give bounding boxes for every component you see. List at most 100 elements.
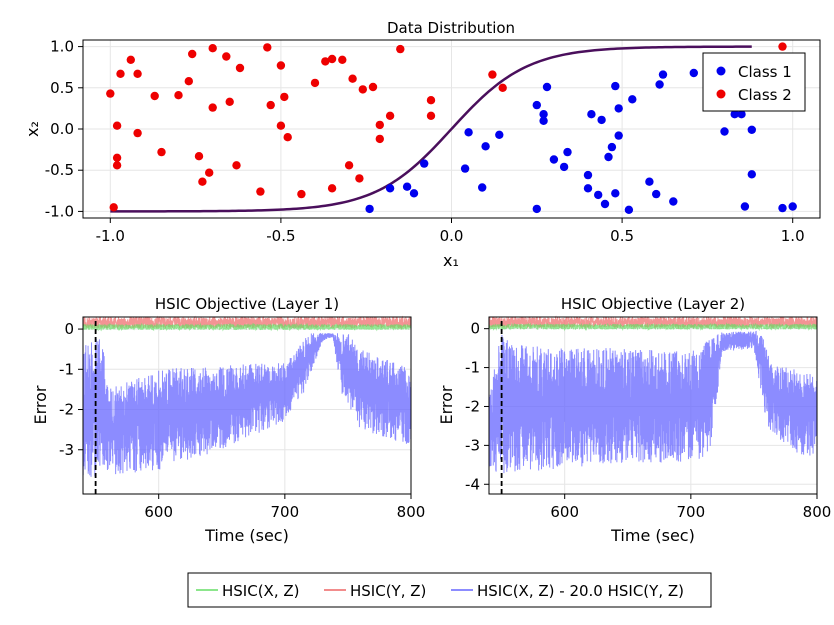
class-2-point (188, 49, 197, 59)
class-1-point (655, 80, 664, 89)
l2-x-tick-label: 600 (550, 503, 579, 521)
layer-2-panel: HSIC Objective (Layer 2) 600 700 800 0 -1 -2… (437, 295, 831, 545)
scatter-y-label: x₂ (23, 121, 42, 137)
class-1-point (583, 170, 593, 180)
class-2-point (198, 177, 207, 186)
class-1-point (539, 116, 548, 126)
scatter-y-tick-label: 0.0 (50, 120, 74, 138)
l1-y-tick-label: -1 (59, 360, 74, 378)
scatter-x-label: x₁ (443, 251, 459, 270)
class-1-point (614, 131, 623, 140)
class-1-point (788, 202, 797, 211)
class-1-point (730, 110, 739, 119)
class-1-point (583, 184, 593, 193)
class-2-point (263, 43, 272, 52)
class-2-point (280, 92, 289, 102)
legend-class-1-marker (716, 66, 726, 76)
class-2-point (338, 55, 347, 64)
class-2-points (106, 42, 787, 212)
scatter-y-ticks: 1.0 0.5 0.0 -0.5 -1.0 (45, 38, 83, 220)
legend-class-1-label: Class 1 (738, 63, 792, 81)
scatter-y-tick-label: -0.5 (45, 161, 74, 179)
class-2-point (112, 161, 122, 170)
l2-y-tick-label: 0 (470, 320, 480, 338)
scatter-y-tick-label: 1.0 (50, 38, 74, 56)
class-2-point (126, 55, 135, 64)
layer-1-x-ticks: 600 700 800 (144, 494, 425, 521)
class-2-point (150, 91, 159, 101)
class-1-point (365, 204, 374, 214)
layer-1-hsic-xz-line (82, 322, 412, 332)
class-2-point (385, 111, 395, 121)
class-2-point (327, 184, 337, 193)
class-2-point (266, 100, 275, 110)
layer-2-x-ticks: 600 700 800 (550, 494, 831, 521)
class-1-point (614, 104, 623, 113)
class-2-point (498, 83, 507, 93)
class-2-point (109, 203, 118, 212)
class-1-point (747, 170, 756, 179)
l1-x-tick-label: 700 (271, 503, 300, 521)
class-1-point (611, 81, 620, 91)
class-2-point (348, 74, 357, 83)
scatter-legend: Class 1 Class 2 (702, 52, 806, 112)
legend-class-2-label: Class 2 (738, 86, 792, 104)
class-1-point (385, 184, 395, 193)
bottom-legend-box (187, 572, 712, 608)
class-2-point (157, 147, 166, 157)
class-1-point (478, 183, 487, 192)
layer-2-y-ticks: 0 -1 -2 -3 -4 (465, 320, 489, 493)
class-2-point (375, 120, 384, 130)
layer-2-objective-line (488, 330, 818, 474)
class-2-point (205, 168, 214, 177)
class-2-point (208, 44, 217, 53)
class-2-point (426, 111, 436, 121)
class-1-point (607, 142, 617, 152)
bottom-legend: HSIC(X, Z) HSIC(Y, Z) HSIC(X, Z) - 20.0 … (187, 572, 712, 608)
class-1-point (532, 204, 541, 214)
class-1-point (409, 189, 419, 198)
class-2-point (133, 128, 142, 138)
class-2-point (396, 44, 405, 54)
class-1-point (628, 95, 637, 104)
l1-x-tick-label: 600 (144, 503, 173, 521)
class-2-point (426, 96, 436, 105)
class-2-point (112, 121, 122, 130)
scatter-x-tick-label: 0.0 (440, 227, 464, 245)
class-1-point (604, 152, 613, 162)
class-2-point (106, 89, 115, 98)
scatter-x-tick-label: -0.5 (266, 227, 295, 245)
class-1-point (720, 127, 729, 136)
legend-objective-label: HSIC(X, Z) - 20.0 HSIC(Y, Z) (477, 582, 684, 600)
class-2-point (344, 161, 354, 170)
layer-2-title: HSIC Objective (Layer 2) (561, 295, 745, 313)
layer-1-hsic-yz-line (82, 315, 412, 330)
class-2-point (355, 174, 364, 183)
class-1-point (402, 182, 412, 191)
class-1-point (587, 110, 596, 119)
class-2-point (327, 54, 337, 64)
layer-1-title: HSIC Objective (Layer 1) (155, 295, 339, 313)
layer-1-x-label: Time (sec) (204, 526, 289, 545)
legend-class-2-marker (716, 89, 726, 99)
l1-x-tick-label: 800 (397, 503, 426, 521)
class-1-point (600, 199, 610, 209)
class-1-point (495, 130, 504, 139)
layer-2-x-label: Time (sec) (610, 526, 695, 545)
class-1-point (539, 110, 548, 119)
layer-1-y-ticks: 0 -1 -2 -3 (59, 320, 83, 459)
class-2-point (283, 133, 292, 142)
layer-1-objective-line (82, 333, 412, 477)
l1-y-tick-label: -2 (59, 401, 74, 419)
scatter-title: Data Distribution (387, 19, 515, 37)
class-1-point (563, 147, 572, 157)
class-2-point (488, 70, 497, 79)
l2-y-tick-label: -3 (465, 436, 480, 454)
class-1-point (481, 142, 490, 151)
class-2-point (222, 52, 231, 61)
layer-2-frame (488, 316, 818, 495)
class-2-point (184, 77, 193, 86)
class-2-point (276, 61, 286, 70)
layer-2-y-label: Error (437, 385, 456, 424)
class-1-point (652, 189, 661, 199)
